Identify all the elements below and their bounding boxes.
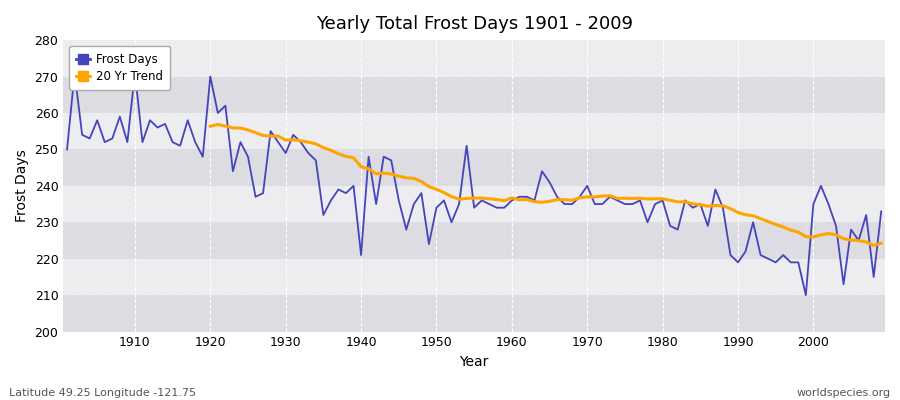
X-axis label: Year: Year <box>460 355 489 369</box>
Y-axis label: Frost Days: Frost Days <box>15 150 29 222</box>
20 Yr Trend <box>770 222 781 227</box>
Legend: Frost Days, 20 Yr Trend: Frost Days, 20 Yr Trend <box>69 46 170 90</box>
Text: worldspecies.org: worldspecies.org <box>796 388 891 398</box>
20 Yr Trend <box>876 241 886 246</box>
Bar <box>63 76 885 113</box>
Frost Days <box>62 147 73 152</box>
Bar <box>63 40 885 76</box>
Frost Days <box>605 194 616 199</box>
20 Yr Trend <box>416 179 427 184</box>
20 Yr Trend <box>853 238 864 243</box>
Frost Days <box>507 198 517 203</box>
Frost Days <box>876 209 886 214</box>
20 Yr Trend <box>786 228 796 232</box>
Bar <box>63 113 885 150</box>
Bar <box>63 150 885 186</box>
20 Yr Trend <box>303 140 314 144</box>
Line: Frost Days: Frost Days <box>68 73 881 295</box>
Bar <box>63 259 885 295</box>
Frost Days <box>130 70 140 75</box>
20 Yr Trend <box>205 124 216 129</box>
Title: Yearly Total Frost Days 1901 - 2009: Yearly Total Frost Days 1901 - 2009 <box>316 15 633 33</box>
20 Yr Trend <box>868 243 879 248</box>
20 Yr Trend <box>680 200 690 204</box>
Bar <box>63 295 885 332</box>
Frost Days <box>69 70 80 75</box>
Frost Days <box>514 194 525 199</box>
Bar <box>63 186 885 222</box>
Bar <box>63 222 885 259</box>
Frost Days <box>800 293 811 298</box>
20 Yr Trend <box>212 122 223 127</box>
Text: Latitude 49.25 Longitude -121.75: Latitude 49.25 Longitude -121.75 <box>9 388 196 398</box>
Line: 20 Yr Trend: 20 Yr Trend <box>211 124 881 246</box>
Frost Days <box>295 140 306 144</box>
Frost Days <box>340 191 351 196</box>
